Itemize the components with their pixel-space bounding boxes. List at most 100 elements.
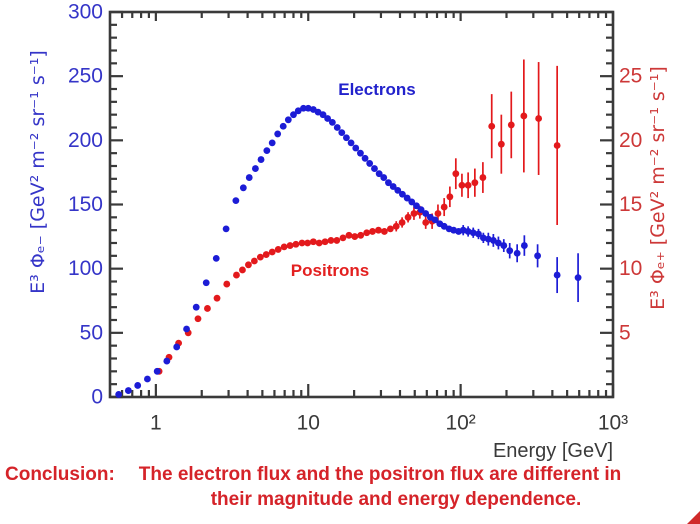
conclusion-text: Conclusion: The electron flux and the pos…	[0, 462, 700, 512]
data-point	[213, 294, 221, 302]
data-point	[304, 239, 311, 247]
data-point	[345, 231, 353, 239]
data-point	[250, 257, 258, 265]
svg-text:100: 100	[68, 257, 103, 280]
svg-text:10³: 10³	[598, 412, 628, 435]
data-point	[506, 247, 514, 255]
data-point	[469, 229, 477, 237]
data-point	[212, 255, 220, 262]
data-point	[223, 280, 231, 288]
data-point	[298, 239, 306, 247]
svg-text:0: 0	[91, 386, 103, 409]
svg-text:25: 25	[619, 65, 642, 88]
data-point	[124, 387, 132, 394]
data-point	[347, 139, 355, 147]
data-point	[380, 174, 388, 181]
data-point	[507, 121, 515, 129]
data-point	[279, 122, 287, 130]
data-point	[375, 170, 383, 178]
data-point	[204, 305, 211, 312]
right-axis-title: E³ Φₑ₊ [GeV² m⁻² sr⁻¹ s⁻¹]	[647, 66, 669, 310]
data-point	[452, 170, 460, 178]
plot-frame	[108, 10, 615, 399]
data-point	[363, 229, 371, 237]
data-point	[319, 111, 327, 119]
data-point	[232, 197, 240, 205]
data-point	[327, 237, 335, 244]
data-point	[394, 186, 402, 194]
data-point	[194, 315, 202, 323]
data-point	[115, 391, 123, 398]
data-point	[268, 248, 276, 256]
data-point	[495, 239, 502, 247]
conclusion-body: The electron flux and the positron flux …	[138, 464, 622, 485]
data-point	[375, 226, 382, 234]
data-point	[286, 242, 294, 249]
data-point	[369, 228, 376, 235]
data-point	[574, 274, 582, 282]
data-point	[366, 160, 374, 167]
data-point	[300, 104, 307, 112]
data-point	[357, 231, 365, 239]
svg-text:10: 10	[619, 257, 642, 280]
data-point	[357, 149, 364, 157]
data-point	[153, 367, 161, 375]
data-point	[274, 246, 282, 253]
data-point	[202, 279, 210, 287]
corner-artifact	[687, 511, 700, 524]
data-point	[464, 181, 472, 189]
data-point	[192, 303, 200, 311]
data-point	[257, 156, 265, 163]
data-point	[488, 122, 496, 130]
data-point	[292, 240, 300, 248]
data-point	[280, 243, 288, 251]
data-point	[417, 206, 425, 214]
conclusion-line-1: Conclusion: The electron flux and the pos…	[0, 462, 700, 487]
conclusion-prefix: Conclusion:	[5, 464, 115, 485]
data-point	[386, 225, 394, 233]
data-point	[351, 233, 359, 240]
electrons-series-label: Electrons	[338, 80, 416, 99]
data-point	[294, 107, 302, 115]
svg-text:5: 5	[619, 321, 631, 344]
data-point	[520, 112, 528, 120]
x-axis-title: Energy [GeV]	[492, 440, 613, 462]
data-point	[262, 251, 270, 258]
data-point	[431, 216, 439, 224]
data-point	[183, 325, 190, 333]
svg-text:150: 150	[68, 193, 103, 216]
data-point	[389, 183, 397, 190]
data-point	[290, 111, 297, 119]
data-point	[233, 271, 240, 279]
data-point	[408, 198, 416, 206]
data-point	[321, 238, 329, 246]
svg-text:200: 200	[68, 129, 103, 152]
data-point	[343, 134, 350, 142]
data-point	[497, 140, 505, 148]
data-point	[410, 210, 418, 217]
svg-text:10: 10	[297, 412, 320, 435]
x-axis: 1 10 10² 10³	[120, 12, 628, 435]
data-point	[475, 230, 482, 238]
svg-text:15: 15	[619, 193, 642, 216]
data-point	[422, 219, 430, 226]
data-point	[534, 252, 541, 260]
data-point	[324, 115, 332, 122]
data-point	[380, 228, 388, 235]
data-point	[399, 190, 406, 198]
data-point	[471, 179, 479, 187]
data-point	[268, 139, 276, 147]
data-point	[464, 228, 472, 235]
data-point	[173, 343, 181, 351]
data-point	[361, 154, 369, 162]
data-point	[371, 165, 378, 172]
data-point	[403, 194, 411, 202]
data-point	[440, 203, 448, 211]
data-point	[446, 193, 454, 201]
data-point	[134, 382, 142, 389]
left-axis-title: E³ Φₑ₋ [GeV² m⁻² sr⁻¹ s⁻¹]	[27, 50, 49, 294]
data-point	[239, 184, 247, 192]
electrons-series	[115, 104, 582, 398]
data-point	[513, 249, 521, 257]
